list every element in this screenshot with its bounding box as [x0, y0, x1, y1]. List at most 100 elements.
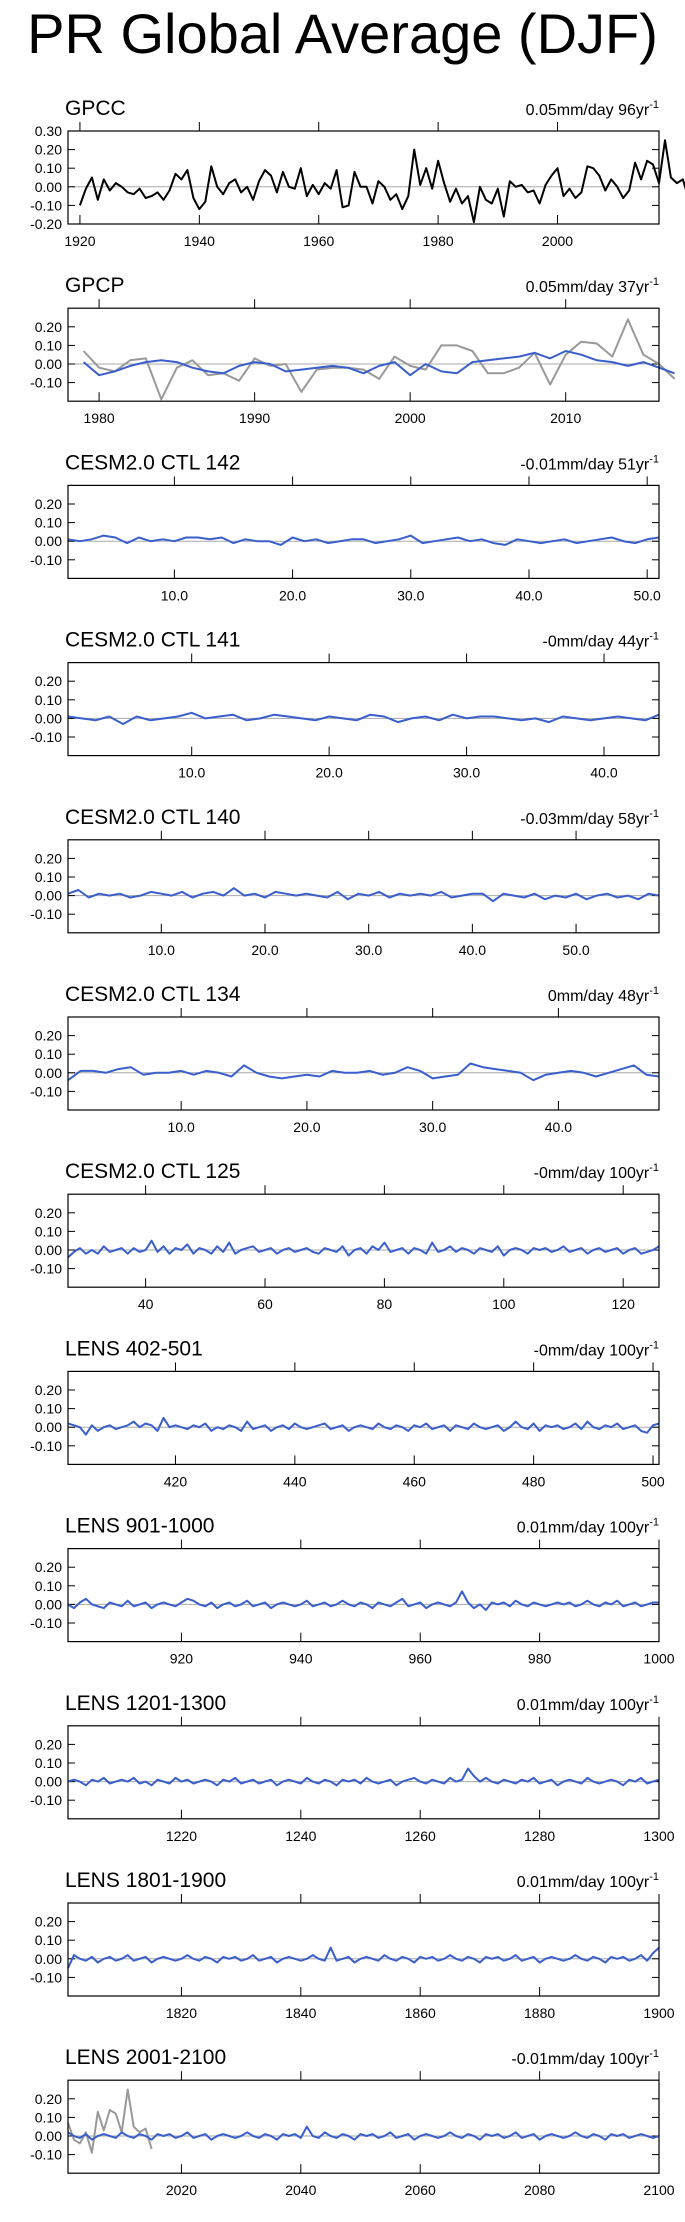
chart-panel-5: 0.20 0.10 0.00 -0.10 10.0 20.0 30.0 40.0 CESM2.0… [30, 983, 660, 1135]
y-tick-label: 0.20 [35, 1914, 62, 1930]
x-tick-label: 20.0 [279, 587, 306, 603]
x-tick-label: 1920 [64, 233, 95, 249]
y-tick-label: 0.00 [35, 533, 62, 549]
y-tick-label: 0.20 [35, 1559, 62, 1575]
x-tick-label: 920 [170, 1651, 194, 1667]
panel-title: LENS 901-1000 [65, 1515, 214, 1538]
series-line [78, 139, 685, 224]
y-tick-label: -0.10 [30, 375, 62, 391]
x-tick-label: 2000 [542, 233, 573, 249]
y-tick-label: 0.00 [35, 1951, 62, 1967]
y-tick-label: 0.10 [35, 515, 62, 531]
x-tick-label: 40.0 [459, 942, 486, 958]
y-tick-label: 0.10 [35, 1223, 62, 1239]
x-tick-label: 20.0 [316, 765, 343, 781]
trend-label: 0mm/day 48yr-1 [548, 985, 659, 1005]
panel-title: LENS 1801-1900 [65, 1869, 226, 1892]
trend-exponent: -1 [649, 808, 659, 820]
x-tick-label: 1940 [184, 233, 215, 249]
chart-panel-9: 0.20 0.10 0.00 -0.10 1220 1240 1260 1280 1300 LEN… [30, 1692, 675, 1844]
x-tick-label: 80 [377, 1296, 393, 1312]
y-tick-label: 0.20 [35, 1736, 62, 1752]
panel-title: LENS 402-501 [65, 1337, 203, 1360]
y-tick-label: 0.00 [35, 2128, 62, 2144]
x-tick-label: 420 [164, 1473, 188, 1489]
x-tick-label: 2000 [395, 410, 426, 426]
series-line [67, 2088, 153, 2154]
x-tick-label: 120 [612, 1296, 636, 1312]
y-tick-label: 0.30 [35, 123, 62, 139]
x-tick-label: 1980 [84, 410, 115, 426]
x-tick-label: 1960 [303, 233, 334, 249]
y-tick-label: -0.20 [30, 216, 62, 232]
trend-exponent: -1 [649, 453, 659, 465]
series-line [82, 350, 675, 377]
trend-exponent: -1 [649, 99, 659, 111]
y-tick-label: 0.00 [35, 710, 62, 726]
y-tick-label: 0.10 [35, 692, 62, 708]
x-tick-label: 1280 [524, 1828, 555, 1844]
x-tick-label: 40.0 [590, 765, 617, 781]
x-tick-label: 940 [289, 1651, 313, 1667]
chart-panel-1: 0.20 0.10 0.00 -0.10 1980 1990 2000 2010 GPCP 0.0… [30, 274, 676, 426]
trend-label: 0.05mm/day 96yr-1 [526, 99, 659, 119]
y-tick-label: 0.20 [35, 1205, 62, 1221]
trend-label: 0.05mm/day 37yr-1 [526, 276, 659, 296]
x-tick-label: 30.0 [419, 1119, 446, 1135]
plot-frame [67, 130, 660, 225]
chart-panel-3: 0.20 0.10 0.00 -0.10 10.0 20.0 30.0 40.0 CESM2.0… [30, 629, 660, 781]
y-tick-label: 0.20 [35, 850, 62, 866]
series-line [67, 1062, 660, 1082]
y-tick-label: 0.10 [35, 1046, 62, 1062]
y-tick-label: 0.10 [35, 1401, 62, 1417]
y-tick-label: 0.20 [35, 1028, 62, 1044]
x-tick-label: 10.0 [178, 765, 205, 781]
panel-title: LENS 1201-1300 [65, 1692, 226, 1715]
y-tick-label: -0.10 [30, 552, 62, 568]
y-tick-label: -0.10 [30, 906, 62, 922]
x-tick-label: 500 [641, 1473, 665, 1489]
x-tick-label: 30.0 [397, 587, 424, 603]
trend-label: 0.01mm/day 100yr-1 [517, 1871, 659, 1891]
trend-label: -0mm/day 100yr-1 [534, 1162, 659, 1182]
plot-frame [67, 484, 660, 579]
y-tick-label: 0.20 [35, 319, 62, 335]
panel-title: CESM2.0 CTL 140 [65, 806, 240, 829]
chart-panel-4: 0.20 0.10 0.00 -0.10 10.0 20.0 30.0 40.0 50.0 CES… [30, 806, 660, 958]
y-tick-label: 0.20 [35, 1382, 62, 1398]
chart-panel-6: 0.20 0.10 0.00 -0.10 40 60 80 100 120 CESM2.0 CTL… [30, 1160, 660, 1312]
trend-label: 0.01mm/day 100yr-1 [517, 1517, 659, 1537]
y-tick-label: 0.10 [35, 1578, 62, 1594]
trend-exponent: -1 [649, 1517, 659, 1529]
panel-title: CESM2.0 CTL 134 [65, 983, 241, 1006]
y-tick-label: 0.00 [35, 1419, 62, 1435]
trend-exponent: -1 [649, 276, 659, 288]
series-line [67, 1239, 660, 1259]
x-tick-label: 1260 [405, 1828, 436, 1844]
chart-panel-7: 0.20 0.10 0.00 -0.10 420 440 460 480 500 LENS 402… [30, 1337, 665, 1489]
x-tick-label: 2040 [285, 2182, 316, 2198]
trend-exponent: -1 [649, 1694, 659, 1706]
series-line [67, 1416, 660, 1436]
trend-label: -0.03mm/day 58yr-1 [520, 808, 659, 828]
panel-title: LENS 2001-2100 [65, 2046, 226, 2069]
y-tick-label: 0.10 [35, 160, 62, 176]
x-tick-label: 1990 [239, 410, 270, 426]
trend-label: -0mm/day 44yr-1 [543, 631, 659, 651]
trend-exponent: -1 [649, 631, 659, 643]
y-tick-label: -0.10 [30, 2147, 62, 2163]
panel-title: CESM2.0 CTL 125 [65, 1160, 240, 1183]
x-tick-label: 1240 [285, 1828, 316, 1844]
x-tick-label: 2100 [643, 2182, 674, 2198]
panel-title: GPCC [65, 97, 126, 120]
y-tick-label: -0.10 [30, 197, 62, 213]
trend-exponent: -1 [649, 1339, 659, 1351]
plot-frame [67, 1547, 660, 1643]
plot-frame [67, 1370, 660, 1466]
trend-label: -0.01mm/day 51yr-1 [520, 453, 659, 473]
x-tick-label: 50.0 [634, 587, 661, 603]
plot-frame [67, 2079, 660, 2174]
panel-title: GPCP [65, 274, 125, 297]
